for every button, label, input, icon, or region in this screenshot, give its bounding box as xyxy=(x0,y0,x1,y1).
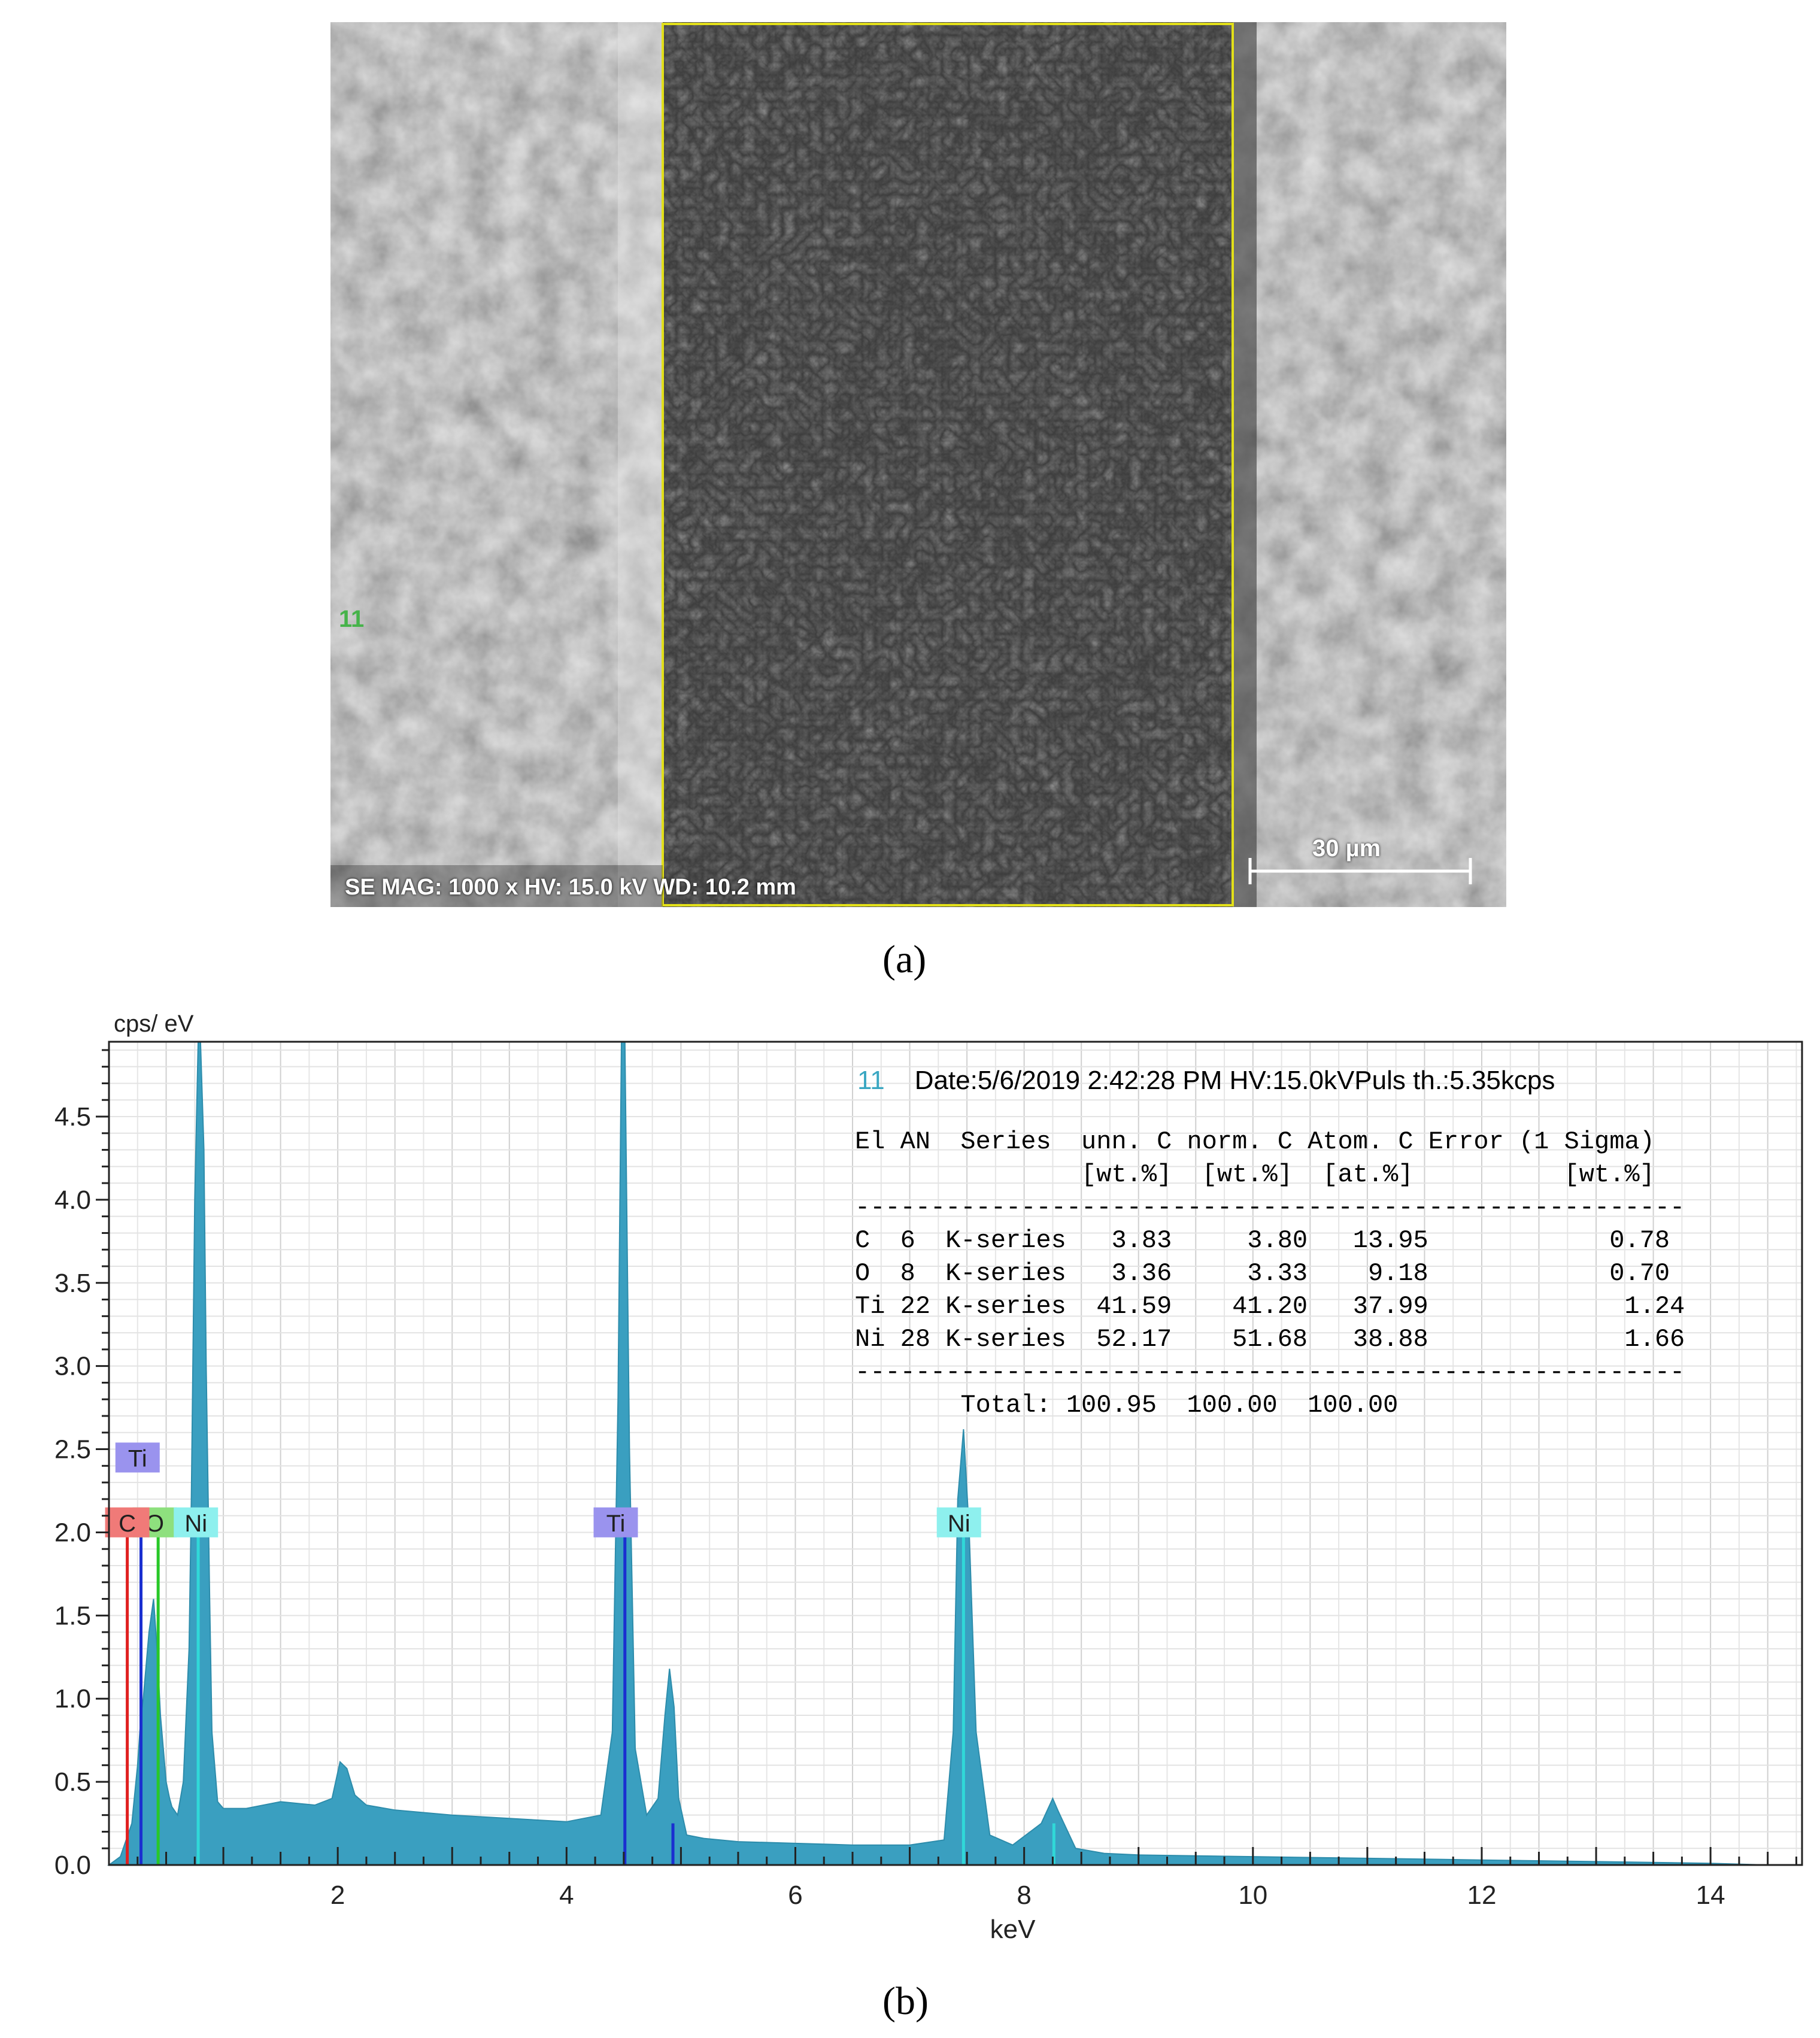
spectrum-marker: 11 xyxy=(857,1066,885,1095)
composition-table-line: El AN Series unn. C norm. C Atom. C Erro… xyxy=(855,1127,1655,1156)
x-tick-label: 12 xyxy=(1467,1881,1496,1910)
selection-box xyxy=(662,23,1234,906)
composition-table-line: C 6 K-series 3.83 3.80 13.95 0.78 xyxy=(855,1226,1670,1255)
element-label-box xyxy=(105,1507,150,1537)
sem-image: 11 SE MAG: 1000 x HV: 15.0 kV WD: 10.2 m… xyxy=(330,22,1506,907)
y-tick-label: 2.5 xyxy=(54,1435,91,1464)
y-tick-label: 0.5 xyxy=(54,1767,91,1797)
x-tick-label: 6 xyxy=(788,1881,802,1910)
x-tick-label: 4 xyxy=(559,1881,574,1910)
y-axis-label: cps/ eV xyxy=(114,1011,194,1037)
composition-table-line: ----------------------------------------… xyxy=(855,1193,1685,1222)
y-tick-label: 3.5 xyxy=(54,1269,91,1298)
y-tick-label: 4.0 xyxy=(54,1185,91,1215)
element-label: Ni xyxy=(184,1511,207,1537)
x-tick-label: 10 xyxy=(1238,1881,1267,1910)
y-tick-label: 3.0 xyxy=(54,1352,91,1381)
element-label: C xyxy=(119,1511,136,1537)
sem-info-bar: SE MAG: 1000 x HV: 15.0 kV WD: 10.2 mm xyxy=(345,875,796,900)
composition-table-line: Ni 28 K-series 52.17 51.68 38.88 1.66 xyxy=(855,1325,1685,1354)
element-label: Ti xyxy=(606,1511,626,1537)
y-tick-label: 2.0 xyxy=(54,1518,91,1547)
element-label-box xyxy=(936,1507,981,1537)
element-label: Ti xyxy=(128,1445,147,1472)
y-tick-label: 0.0 xyxy=(54,1851,91,1880)
panel-label-a: (a) xyxy=(882,938,927,981)
element-label-box xyxy=(115,1442,160,1473)
y-tick-label: 4.5 xyxy=(54,1102,91,1132)
composition-table-line: ----------------------------------------… xyxy=(855,1358,1685,1387)
composition-table-line: Total: 100.95 100.00 100.00 xyxy=(855,1391,1399,1420)
x-tick-label: 14 xyxy=(1696,1881,1725,1910)
composition-table-line: Ti 22 K-series 41.59 41.20 37.99 1.24 xyxy=(855,1292,1685,1321)
spectrum-header: 11 Date:5/6/2019 2:42:28 PM HV:15.0kVPuls… xyxy=(857,1066,1555,1096)
composition-table-line: O 8 K-series 3.36 3.33 9.18 0.70 xyxy=(855,1259,1670,1288)
y-tick-label: 1.5 xyxy=(54,1601,91,1630)
element-label-box xyxy=(593,1507,638,1537)
element-label: Ni xyxy=(948,1511,970,1537)
plot-frame xyxy=(108,1041,1803,1866)
composition-table: El AN Series unn. C norm. C Atom. C Erro… xyxy=(855,1126,1685,1422)
sem-texture xyxy=(330,22,1506,907)
spectrum-header-text: Date:5/6/2019 2:42:28 PM HV:15.0kVPuls t… xyxy=(914,1066,1555,1095)
sem-point-marker: 11 xyxy=(339,606,365,632)
x-tick-label: 8 xyxy=(1017,1881,1031,1910)
x-tick-label: 2 xyxy=(330,1881,345,1910)
element-label-box xyxy=(174,1507,219,1537)
panel-label-b: (b) xyxy=(882,1979,929,2023)
scale-bar-label: 30 µm xyxy=(1312,835,1381,862)
spectrum-area xyxy=(107,1041,1802,1866)
y-tick-label: 1.0 xyxy=(54,1684,91,1714)
x-axis-label: keV xyxy=(990,1915,1036,1944)
composition-table-line: [wt.%] [wt.%] [at.%] [wt.%] xyxy=(855,1160,1655,1189)
